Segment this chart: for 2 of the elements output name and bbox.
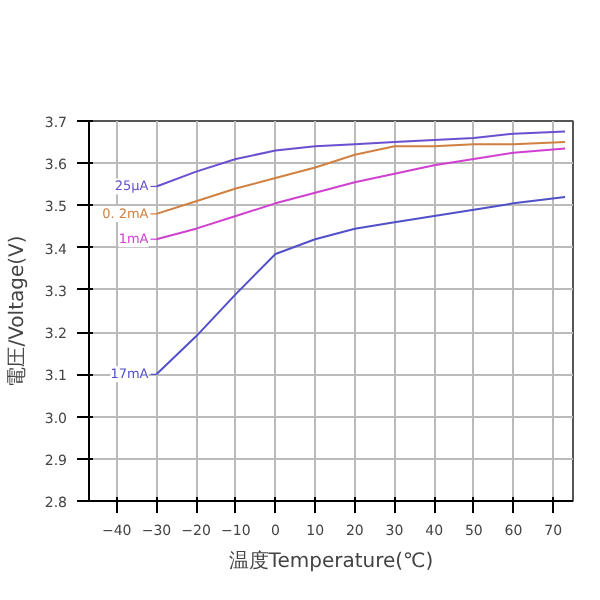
y-axis-title: 電圧/Voltage(V) (6, 235, 29, 387)
x-axis-title: 温度Temperature(℃) (228, 549, 434, 573)
